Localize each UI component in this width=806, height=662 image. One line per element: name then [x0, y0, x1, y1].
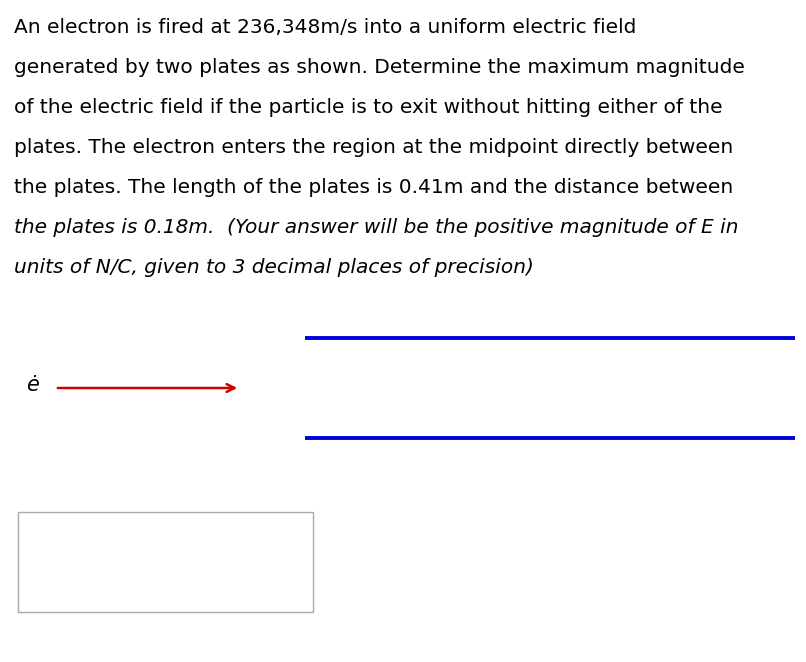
Text: ė: ė [26, 375, 39, 395]
Text: plates. The electron enters the region at the midpoint directly between: plates. The electron enters the region a… [14, 138, 733, 157]
Text: units of N/C, given to 3 decimal places of precision): units of N/C, given to 3 decimal places … [14, 258, 534, 277]
Text: generated by two plates as shown. Determine the maximum magnitude: generated by two plates as shown. Determ… [14, 58, 745, 77]
Text: the plates is 0.18m.  (Your answer will be the positive magnitude of E in: the plates is 0.18m. (Your answer will b… [14, 218, 738, 237]
Bar [18, 512, 313, 612]
Text: of the electric field if the particle is to exit without hitting either of the: of the electric field if the particle is… [14, 98, 723, 117]
Text: An electron is fired at 236,348m/s into a uniform electric field: An electron is fired at 236,348m/s into … [14, 18, 637, 37]
Text: the plates. The length of the plates is 0.41m and the distance between: the plates. The length of the plates is … [14, 178, 733, 197]
